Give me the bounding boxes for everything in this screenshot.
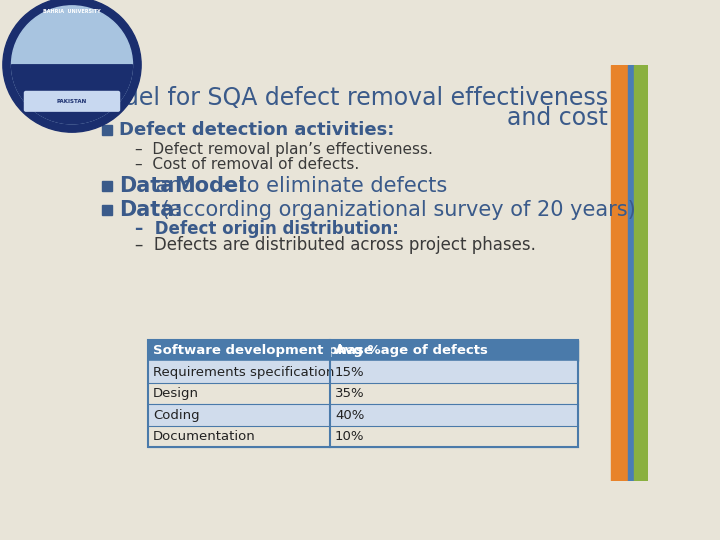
Circle shape [3, 0, 141, 132]
Text: Data: Data [120, 177, 175, 197]
Wedge shape [12, 65, 132, 124]
Text: PAKISTAN: PAKISTAN [57, 99, 87, 104]
Text: (according organizational survey of 20 years): (according organizational survey of 20 y… [155, 200, 636, 220]
Text: –  Cost of removal of defects.: – Cost of removal of defects. [135, 157, 359, 172]
Text: Data:: Data: [120, 200, 183, 220]
Bar [148, 404, 578, 426]
Text: –  Defect origin distribution:: – Defect origin distribution: [135, 220, 399, 238]
Bar [628, 65, 634, 481]
Text: Design: Design [153, 387, 199, 400]
Text: –  Defect removal plan’s effectiveness.: – Defect removal plan’s effectiveness. [135, 142, 433, 157]
Text: 35%: 35% [335, 387, 364, 400]
FancyBboxPatch shape [24, 91, 120, 111]
Circle shape [12, 6, 132, 124]
Bar [611, 65, 628, 481]
Text: and: and [149, 177, 202, 197]
Text: and cost: and cost [507, 106, 608, 130]
Text: 10%: 10% [335, 430, 364, 443]
Text: A model for SQA defect removal effectiveness: A model for SQA defect removal effective… [63, 86, 608, 110]
Bar [148, 426, 578, 448]
Text: Defect detection activities:: Defect detection activities: [120, 122, 395, 139]
Text: 40%: 40% [335, 409, 364, 422]
Text: –  Defects are distributed across project phases.: – Defects are distributed across project… [135, 236, 536, 254]
Text: 15%: 15% [335, 366, 364, 379]
Bar [148, 340, 578, 448]
Bar [634, 65, 648, 481]
Text: Documentation: Documentation [153, 430, 256, 443]
Text: Software development phase: Software development phase [153, 344, 372, 357]
Bar [148, 361, 578, 383]
Text: Coding: Coding [153, 409, 199, 422]
Bar [148, 340, 578, 361]
Bar [148, 383, 578, 404]
Text: – to eliminate defects: – to eliminate defects [215, 177, 447, 197]
Text: Model: Model [174, 177, 245, 197]
Text: Avg %age of defects: Avg %age of defects [335, 344, 487, 357]
Text: BAHRIA  UNIVERSITY: BAHRIA UNIVERSITY [43, 9, 101, 14]
Text: Requirements specification: Requirements specification [153, 366, 334, 379]
